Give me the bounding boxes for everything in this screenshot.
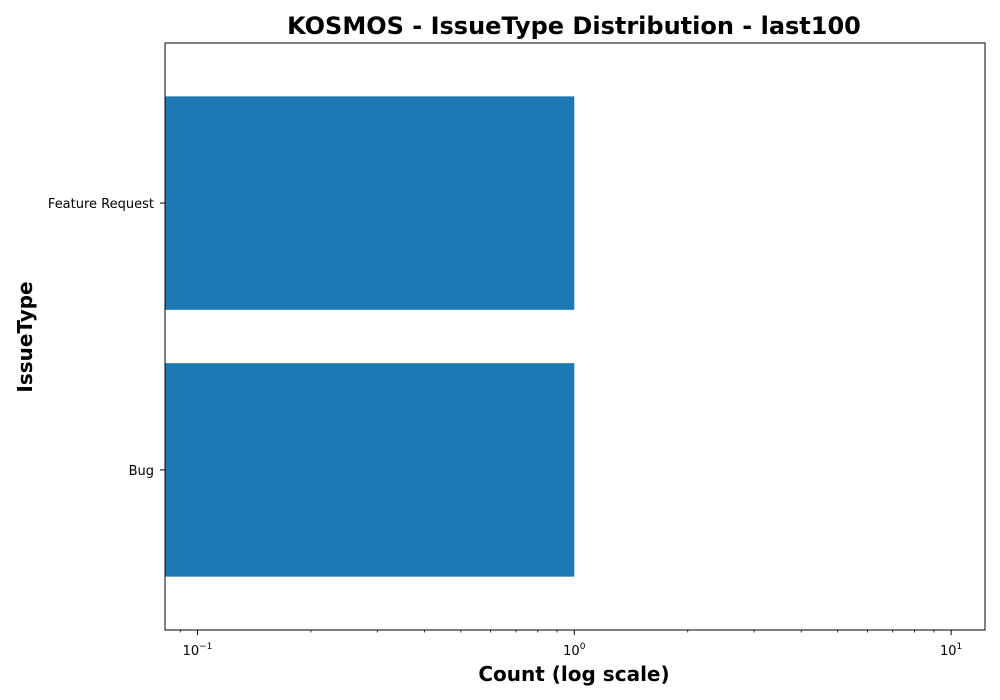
x-tick-label-exponent: 0 bbox=[580, 642, 586, 652]
plot-frame bbox=[164, 42, 986, 631]
x-tick-label: 101 bbox=[940, 642, 962, 659]
x-axis-ticks: 10−1 100 101 bbox=[179, 630, 962, 659]
x-tick-label-base: 10 bbox=[940, 644, 957, 659]
x-tick-label-exponent: 1 bbox=[957, 642, 963, 652]
x-tick-label: 100 bbox=[563, 642, 586, 659]
x-tick-label-base: 10 bbox=[563, 644, 580, 659]
x-tick-label-base: 10 bbox=[183, 644, 200, 659]
y-axis-ticks: Feature Request Bug bbox=[48, 197, 165, 479]
y-axis-label: IssueType bbox=[13, 281, 37, 392]
bar-feature-request bbox=[165, 96, 575, 310]
y-tick-label-bug: Bug bbox=[129, 464, 154, 479]
x-tick-label: 10−1 bbox=[183, 642, 213, 659]
chart-title: KOSMOS - IssueType Distribution - last10… bbox=[287, 12, 861, 40]
bars-group bbox=[165, 96, 575, 577]
y-tick-label-feature-request: Feature Request bbox=[48, 197, 154, 212]
x-axis-label: Count (log scale) bbox=[478, 662, 669, 686]
x-tick-label-exponent: −1 bbox=[199, 642, 212, 652]
bar-bug bbox=[165, 363, 575, 577]
